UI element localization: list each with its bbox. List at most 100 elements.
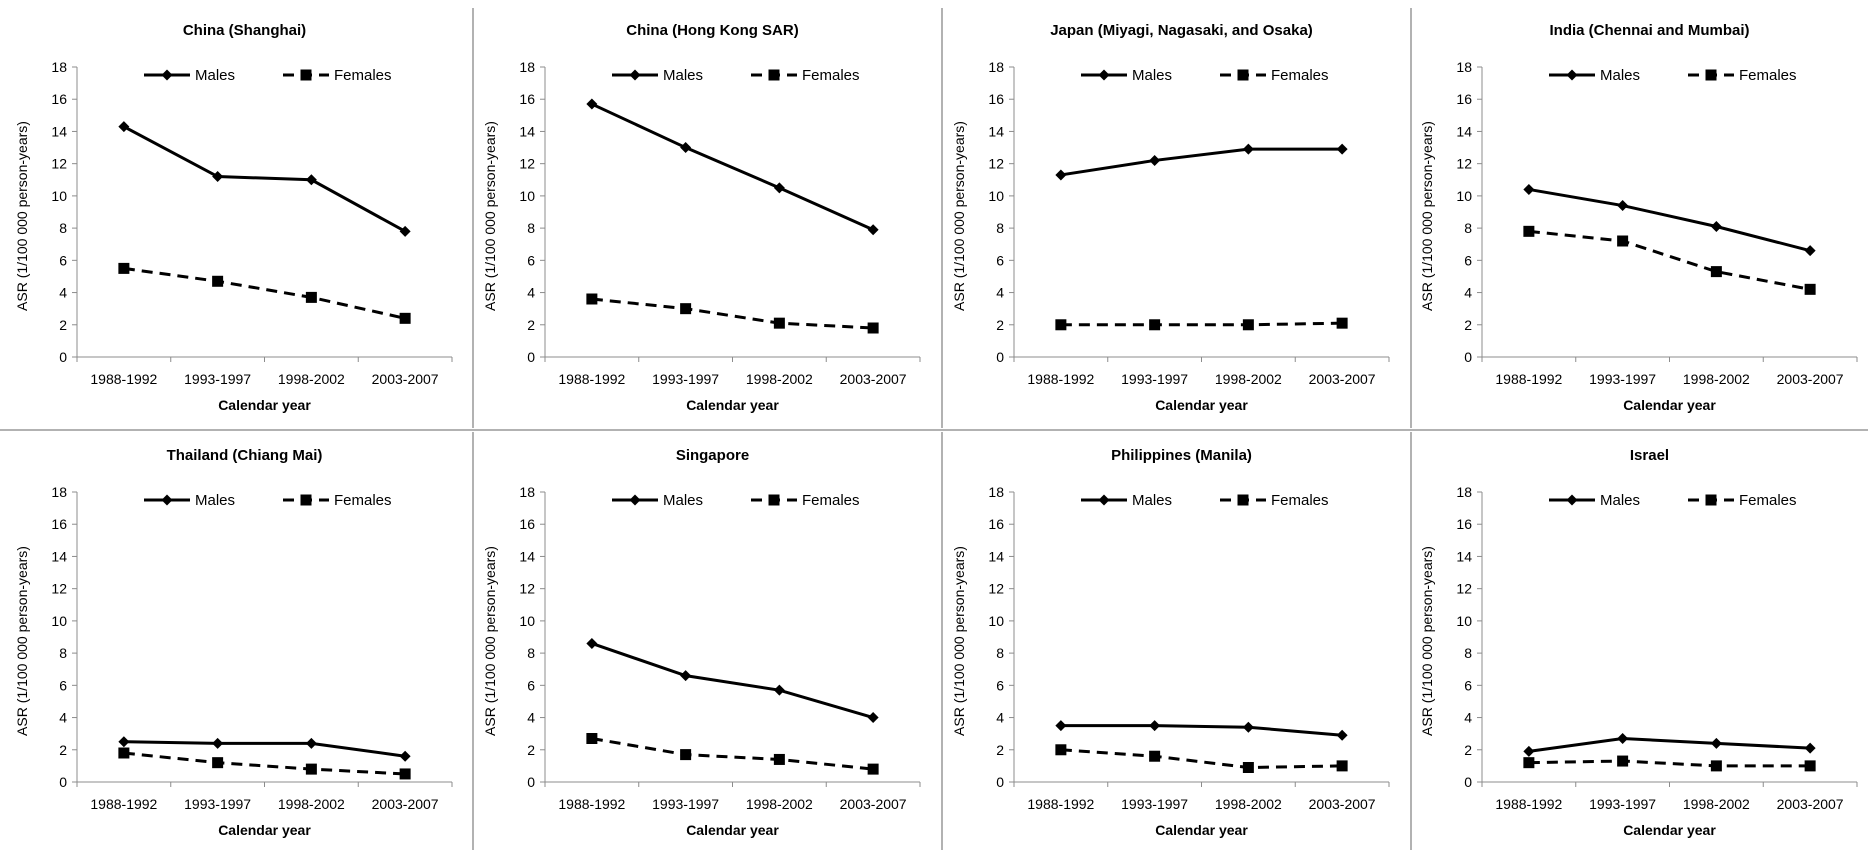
y-tick-label: 16 bbox=[519, 516, 535, 532]
x-tick-label: 2003-2007 bbox=[1777, 796, 1844, 812]
y-tick-label: 18 bbox=[988, 59, 1004, 75]
y-axis-title: ASR (1/100 000 person-years) bbox=[14, 121, 30, 311]
chart-panel: Singapore 0 2 4 6 8 10 12 14 16 18 1988-1992 1993-19… bbox=[482, 447, 921, 838]
data-point-males bbox=[867, 224, 879, 236]
data-point-males bbox=[1710, 737, 1722, 749]
y-tick-label: 4 bbox=[527, 285, 535, 301]
data-point-females bbox=[773, 753, 785, 765]
legend-marker-males bbox=[629, 494, 641, 506]
y-tick-label: 12 bbox=[519, 581, 535, 597]
y-tick-label: 10 bbox=[1456, 188, 1472, 204]
x-axis-title: Calendar year bbox=[1623, 397, 1716, 413]
x-axis-title: Calendar year bbox=[686, 822, 779, 838]
y-tick-label: 0 bbox=[1464, 774, 1472, 790]
data-point-males bbox=[773, 684, 785, 696]
y-tick-label: 2 bbox=[1464, 317, 1472, 333]
y-axis-title: ASR (1/100 000 person-years) bbox=[482, 546, 498, 736]
y-axis-title: ASR (1/100 000 person-years) bbox=[951, 546, 967, 736]
data-point-females bbox=[1336, 760, 1348, 772]
y-tick-label: 6 bbox=[59, 252, 67, 268]
y-axis-title: ASR (1/100 000 person-years) bbox=[1419, 121, 1435, 311]
data-point-males bbox=[586, 98, 598, 110]
x-axis-title: Calendar year bbox=[1623, 822, 1716, 838]
y-tick-label: 8 bbox=[996, 220, 1004, 236]
legend-marker-males bbox=[161, 69, 173, 81]
x-tick-label: 1998-2002 bbox=[1215, 796, 1282, 812]
x-axis-title: Calendar year bbox=[218, 397, 311, 413]
legend-label: Males bbox=[1132, 492, 1172, 509]
data-point-males bbox=[1710, 221, 1722, 232]
y-tick-label: 0 bbox=[527, 349, 535, 365]
y-tick-label: 8 bbox=[996, 645, 1004, 661]
y-tick-label: 2 bbox=[59, 317, 67, 333]
x-tick-label: 2003-2007 bbox=[840, 796, 907, 812]
chart-title: Israel bbox=[1630, 447, 1669, 464]
data-point-females bbox=[1055, 319, 1067, 331]
y-tick-label: 16 bbox=[1456, 91, 1472, 107]
data-point-females bbox=[212, 757, 224, 769]
y-tick-label: 14 bbox=[519, 548, 535, 564]
x-tick-label: 1988-1992 bbox=[1027, 371, 1094, 387]
y-tick-label: 6 bbox=[59, 677, 67, 693]
data-point-females bbox=[399, 768, 411, 780]
legend-label: Males bbox=[195, 67, 235, 84]
data-point-males bbox=[212, 737, 224, 749]
data-point-females bbox=[1804, 283, 1816, 295]
data-point-males bbox=[1804, 742, 1816, 754]
y-tick-label: 14 bbox=[519, 123, 535, 139]
chart-title: Philippines (Manila) bbox=[1111, 447, 1252, 464]
series-line-females bbox=[1528, 229, 1811, 291]
chart-title: China (Hong Kong SAR) bbox=[626, 22, 798, 39]
data-point-females bbox=[1149, 319, 1161, 331]
data-point-males bbox=[1242, 143, 1254, 155]
y-tick-label: 16 bbox=[51, 91, 67, 107]
data-point-females bbox=[1710, 760, 1722, 772]
y-tick-label: 10 bbox=[519, 613, 535, 629]
data-point-males bbox=[399, 225, 411, 237]
data-point-females bbox=[212, 275, 224, 287]
y-tick-label: 6 bbox=[1464, 252, 1472, 268]
y-tick-label: 18 bbox=[519, 59, 535, 75]
chart-title: Japan (Miyagi, Nagasaki, and Osaka) bbox=[1050, 22, 1313, 39]
data-point-females bbox=[1149, 750, 1161, 762]
data-point-females bbox=[1242, 762, 1254, 773]
x-axis-title: Calendar year bbox=[218, 822, 311, 838]
y-tick-label: 10 bbox=[519, 188, 535, 204]
data-point-females bbox=[1617, 235, 1629, 247]
data-point-females bbox=[680, 303, 692, 315]
series-line-males bbox=[591, 642, 874, 719]
x-tick-label: 2003-2007 bbox=[1777, 371, 1844, 387]
data-point-females bbox=[1804, 760, 1816, 772]
y-tick-label: 14 bbox=[51, 548, 67, 564]
series-line-females bbox=[591, 297, 874, 330]
y-tick-label: 10 bbox=[1456, 613, 1472, 629]
data-point-females bbox=[1055, 744, 1067, 756]
chart-panel: China (Hong Kong SAR) 0 2 4 6 8 10 12 14 16 18 1988… bbox=[482, 22, 921, 413]
chart-panel: Thailand (Chiang Mai) 0 2 4 6 8 10 12 14 16 18 1988… bbox=[14, 447, 453, 838]
series-line-males bbox=[1528, 736, 1811, 753]
x-tick-label: 2003-2007 bbox=[372, 796, 439, 812]
series-line-females bbox=[1528, 759, 1811, 768]
data-point-males bbox=[1242, 721, 1254, 733]
data-point-males bbox=[1617, 733, 1629, 744]
data-point-males bbox=[1055, 720, 1067, 732]
legend-marker-males bbox=[1098, 69, 1110, 81]
y-axis-title: ASR (1/100 000 person-years) bbox=[1419, 546, 1435, 736]
y-tick-label: 2 bbox=[996, 317, 1004, 333]
y-tick-label: 2 bbox=[527, 317, 535, 333]
chart-title: China (Shanghai) bbox=[183, 22, 306, 39]
y-tick-label: 0 bbox=[59, 774, 67, 790]
x-axis-title: Calendar year bbox=[1155, 822, 1248, 838]
y-tick-label: 8 bbox=[1464, 645, 1472, 661]
y-tick-label: 12 bbox=[51, 156, 67, 172]
y-tick-label: 16 bbox=[1456, 516, 1472, 532]
y-tick-label: 4 bbox=[1464, 285, 1472, 301]
x-tick-label: 1988-1992 bbox=[558, 371, 625, 387]
data-point-females bbox=[1617, 755, 1629, 767]
y-tick-label: 8 bbox=[59, 220, 67, 236]
data-point-males bbox=[212, 171, 224, 183]
data-point-males bbox=[867, 712, 879, 724]
legend-label: Males bbox=[1132, 67, 1172, 84]
series-line-males bbox=[123, 125, 406, 233]
